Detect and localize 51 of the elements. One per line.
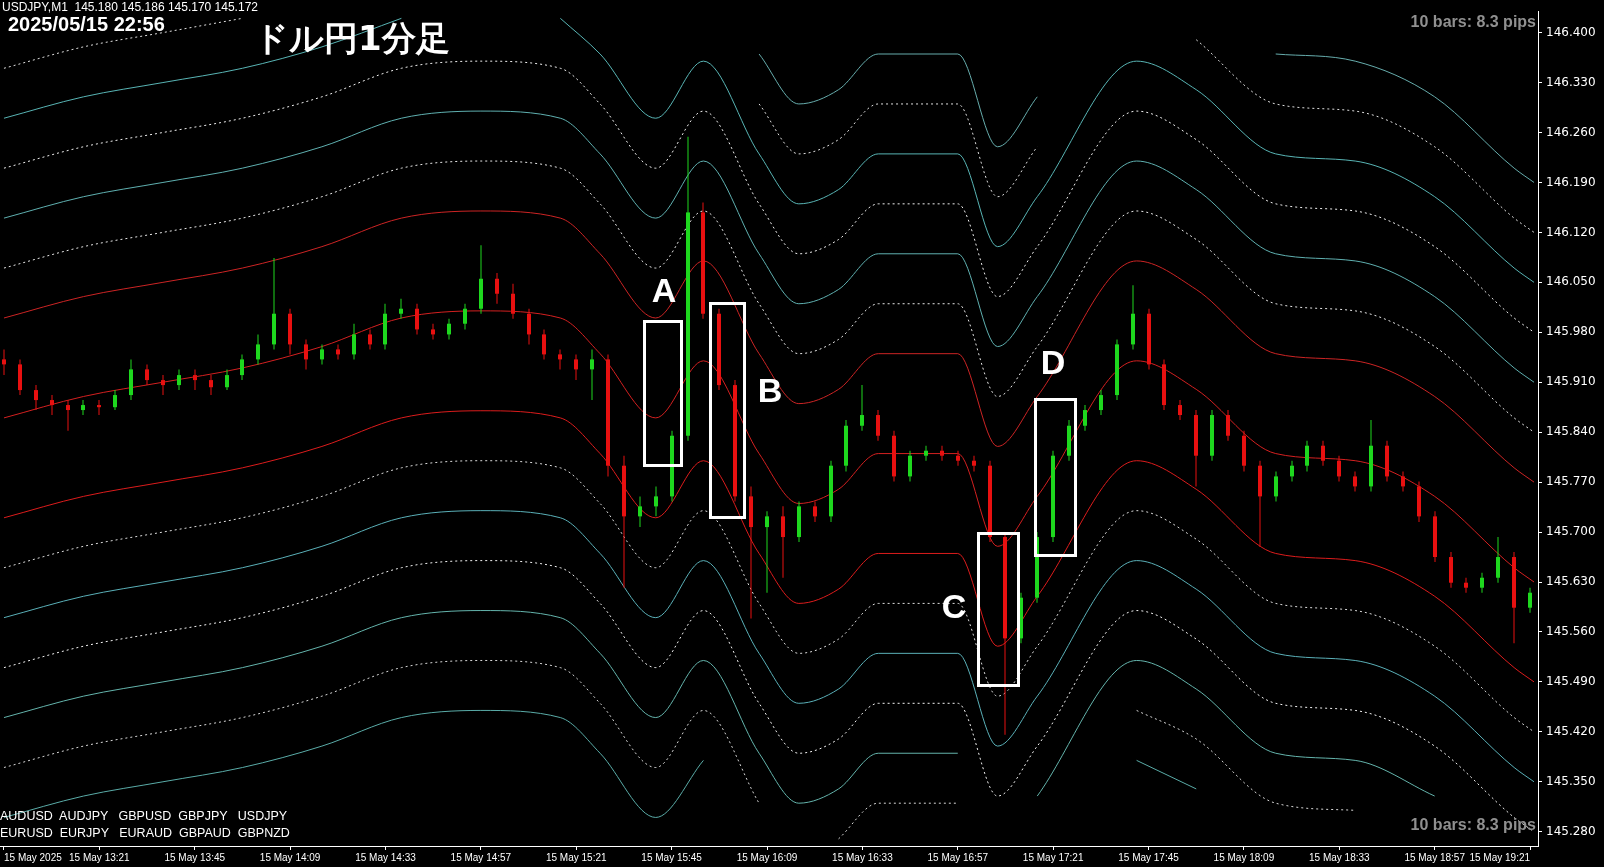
y-tick-label: 145.280: [1546, 823, 1596, 838]
y-tick-label: 146.120: [1546, 224, 1596, 239]
annotation: USDJPY,M1 145.180 145.186 145.170 145.172: [2, 0, 258, 15]
chart-subtitle: 2025/05/15 22:56: [8, 13, 165, 36]
x-tick-label: 15 May 2025: [3, 851, 63, 863]
x-tick-label: 15 May 13:21: [69, 851, 131, 863]
x-tick-label: 15 May 13:45: [164, 851, 226, 863]
x-tick-label: 15 May 18:09: [1213, 851, 1275, 863]
x-tick-label: 15 May 14:33: [355, 851, 417, 863]
chart-title: ドル円1分足: [254, 17, 450, 60]
x-tick-label: 15 May 14:09: [259, 851, 321, 863]
annotation: AUDUSD AUDJPY GBPUSD GBPJPY USDJPY: [0, 809, 288, 824]
line-series: [3, 210, 1535, 483]
annotation: 10 bars: 8.3 pips: [1410, 816, 1536, 834]
y-tick-label: 146.330: [1546, 74, 1596, 89]
annotation: C: [941, 587, 967, 626]
line-series: [3, 460, 1535, 733]
x-tick-label: 15 May 16:57: [927, 851, 989, 863]
x-tick-label: 15 May 19:21: [1469, 851, 1531, 863]
y-tick-label: 146.050: [1546, 274, 1596, 289]
line-series: [3, 310, 1535, 583]
annotation: EURUSD EURJPY EURAUD GBPAUD GBPNZD: [0, 826, 290, 841]
x-tick-label: 15 May 18:57: [1404, 851, 1466, 863]
y-tick-label: 145.770: [1546, 474, 1596, 489]
y-tick-label: 146.400: [1546, 24, 1596, 39]
line-series: [3, 60, 1535, 333]
annotation: D: [1040, 343, 1066, 382]
y-tick-label: 145.490: [1546, 674, 1596, 689]
line-series: [3, 510, 1535, 783]
y-tick-label: 146.260: [1546, 124, 1596, 139]
y-tick-label: 145.630: [1546, 574, 1596, 589]
line-series: [3, 160, 1535, 433]
annotation: A: [651, 271, 677, 310]
y-tick-label: 146.190: [1546, 174, 1596, 189]
x-tick-label: 15 May 18:33: [1308, 851, 1371, 863]
y-tick-label: 145.420: [1546, 723, 1596, 738]
x-tick-label: 15 May 17:45: [1118, 851, 1180, 863]
x-tick-label: 15 May 14:57: [450, 851, 512, 863]
annotation: 10 bars: 8.3 pips: [1410, 13, 1536, 31]
y-tick-label: 145.910: [1546, 374, 1596, 389]
x-tick-label: 15 May 15:45: [641, 851, 703, 863]
y-tick-label: 145.350: [1546, 773, 1596, 788]
y-tick-label: 145.560: [1546, 624, 1596, 639]
x-tick-label: 15 May 17:21: [1022, 851, 1084, 863]
y-tick-label: 145.700: [1546, 524, 1596, 539]
annotation: B: [757, 371, 783, 410]
y-tick-label: 145.840: [1546, 424, 1596, 439]
y-tick-label: 145.980: [1546, 324, 1596, 339]
x-tick-label: 15 May 16:33: [832, 851, 894, 863]
x-tick-label: 15 May 15:21: [545, 851, 607, 863]
x-tick-label: 15 May 16:09: [736, 851, 798, 863]
